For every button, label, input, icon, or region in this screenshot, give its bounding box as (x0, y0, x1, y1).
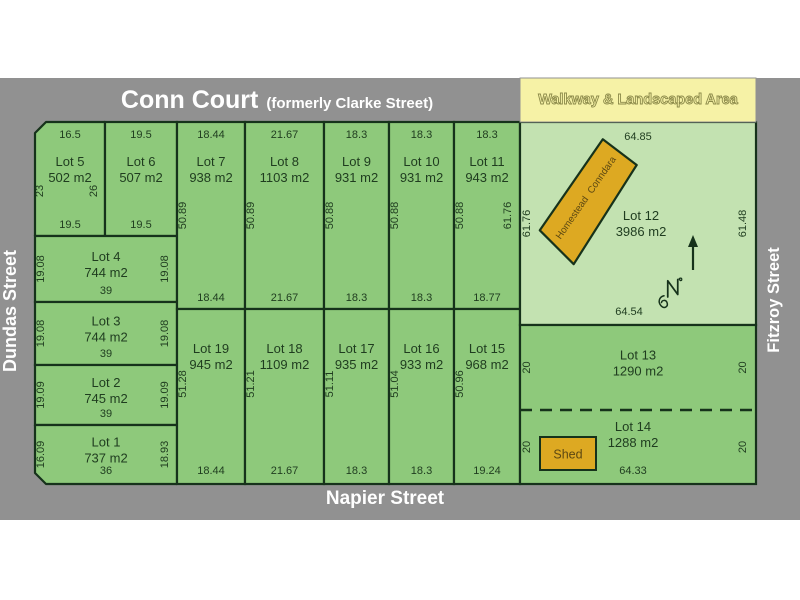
svg-text:Shed: Shed (553, 448, 582, 462)
svg-text:51.28: 51.28 (177, 370, 189, 398)
svg-text:18.3: 18.3 (346, 129, 367, 141)
svg-text:1290 m2: 1290 m2 (613, 364, 664, 379)
svg-text:19.08: 19.08 (35, 255, 47, 283)
svg-text:Fitzroy Street: Fitzroy Street (765, 247, 783, 353)
svg-text:18.44: 18.44 (197, 129, 225, 141)
svg-text:744 m2: 744 m2 (84, 265, 127, 280)
svg-text:Lot 18: Lot 18 (266, 341, 302, 356)
svg-text:Lot 8: Lot 8 (270, 154, 299, 169)
svg-text:18.3: 18.3 (411, 465, 432, 477)
svg-text:Lot 19: Lot 19 (193, 341, 229, 356)
svg-text:Lot 7: Lot 7 (197, 154, 226, 169)
svg-text:933 m2: 933 m2 (400, 357, 443, 372)
svg-text:Lot 14: Lot 14 (615, 419, 651, 434)
svg-text:61.76: 61.76 (521, 210, 533, 238)
svg-text:1103 m2: 1103 m2 (260, 170, 310, 185)
svg-text:16.09: 16.09 (35, 441, 47, 469)
svg-text:21.67: 21.67 (271, 465, 299, 477)
svg-text:Lot 10: Lot 10 (403, 154, 439, 169)
svg-text:18.3: 18.3 (476, 129, 497, 141)
svg-text:18.3: 18.3 (346, 465, 367, 477)
svg-text:Lot 4: Lot 4 (92, 249, 121, 264)
svg-text:39: 39 (100, 408, 112, 420)
svg-text:Walkway & Landscaped Area: Walkway & Landscaped Area (538, 92, 739, 108)
svg-text:Lot 6: Lot 6 (127, 154, 156, 169)
svg-text:26: 26 (88, 185, 100, 197)
svg-text:938 m2: 938 m2 (189, 170, 232, 185)
svg-text:19.08: 19.08 (159, 255, 171, 283)
svg-text:1109 m2: 1109 m2 (260, 357, 310, 372)
svg-text:18.3: 18.3 (346, 292, 367, 304)
svg-text:Lot 12: Lot 12 (623, 208, 659, 223)
svg-text:Lot 16: Lot 16 (403, 341, 439, 356)
svg-text:18.3: 18.3 (411, 292, 432, 304)
svg-text:36: 36 (100, 465, 112, 477)
svg-text:Lot 15: Lot 15 (469, 341, 505, 356)
svg-text:19.5: 19.5 (59, 219, 80, 231)
svg-text:Dundas Street: Dundas Street (0, 250, 20, 372)
svg-text:20: 20 (737, 441, 749, 453)
svg-text:61.76: 61.76 (502, 202, 514, 230)
svg-text:18.3: 18.3 (411, 129, 432, 141)
svg-text:50.88: 50.88 (389, 202, 401, 230)
svg-text:39: 39 (100, 348, 112, 360)
svg-text:64.85: 64.85 (624, 131, 652, 143)
svg-text:3986 m2: 3986 m2 (616, 224, 667, 239)
svg-text:19.24: 19.24 (473, 465, 501, 477)
svg-text:50.89: 50.89 (245, 202, 257, 230)
svg-text:945 m2: 945 m2 (189, 357, 232, 372)
svg-text:502 m2: 502 m2 (48, 170, 91, 185)
svg-text:Lot 1: Lot 1 (92, 435, 121, 450)
svg-text:745 m2: 745 m2 (84, 391, 127, 406)
svg-text:19.5: 19.5 (130, 129, 151, 141)
svg-text:51.21: 51.21 (245, 370, 257, 398)
svg-text:61.48: 61.48 (737, 210, 749, 238)
svg-text:744 m2: 744 m2 (84, 330, 127, 345)
svg-text:Lot 9: Lot 9 (342, 154, 371, 169)
svg-text:Lot 11: Lot 11 (469, 154, 504, 169)
svg-text:19.5: 19.5 (130, 219, 151, 231)
svg-text:931 m2: 931 m2 (400, 170, 443, 185)
svg-text:Lot 2: Lot 2 (92, 375, 121, 390)
svg-text:935 m2: 935 m2 (335, 357, 378, 372)
svg-text:64.33: 64.33 (619, 465, 647, 477)
svg-text:23: 23 (34, 185, 46, 197)
svg-text:50.88: 50.88 (454, 202, 466, 230)
svg-text:Lot 13: Lot 13 (620, 348, 656, 363)
svg-text:18.93: 18.93 (159, 441, 171, 469)
svg-text:Lot 3: Lot 3 (92, 314, 121, 329)
svg-text:64.54: 64.54 (615, 306, 643, 318)
svg-text:18.77: 18.77 (473, 292, 501, 304)
svg-text:943 m2: 943 m2 (465, 170, 508, 185)
svg-text:737 m2: 737 m2 (84, 451, 127, 466)
svg-text:19.08: 19.08 (35, 320, 47, 348)
svg-text:Lot 5: Lot 5 (56, 154, 85, 169)
svg-text:19.09: 19.09 (35, 381, 47, 409)
svg-text:968 m2: 968 m2 (465, 357, 508, 372)
svg-text:Lot 17: Lot 17 (338, 341, 374, 356)
svg-text:21.67: 21.67 (271, 292, 299, 304)
svg-text:20: 20 (737, 361, 749, 373)
svg-text:21.67: 21.67 (271, 129, 299, 141)
svg-text:16.5: 16.5 (59, 129, 80, 141)
svg-text:19.08: 19.08 (159, 320, 171, 348)
svg-text:931 m2: 931 m2 (335, 170, 378, 185)
svg-text:20: 20 (521, 441, 533, 453)
svg-text:18.44: 18.44 (197, 292, 225, 304)
svg-text:Napier Street: Napier Street (326, 488, 445, 509)
svg-text:19.09: 19.09 (159, 381, 171, 409)
svg-text:50.89: 50.89 (177, 202, 189, 230)
svg-text:50.96: 50.96 (454, 370, 466, 398)
svg-text:1288 m2: 1288 m2 (608, 435, 659, 450)
svg-text:50.88: 50.88 (324, 202, 336, 230)
svg-text:507 m2: 507 m2 (119, 170, 162, 185)
svg-text:51.04: 51.04 (389, 370, 401, 398)
svg-text:39: 39 (100, 285, 112, 297)
svg-text:51.11: 51.11 (324, 371, 336, 398)
svg-text:18.44: 18.44 (197, 465, 225, 477)
svg-text:20: 20 (521, 361, 533, 373)
